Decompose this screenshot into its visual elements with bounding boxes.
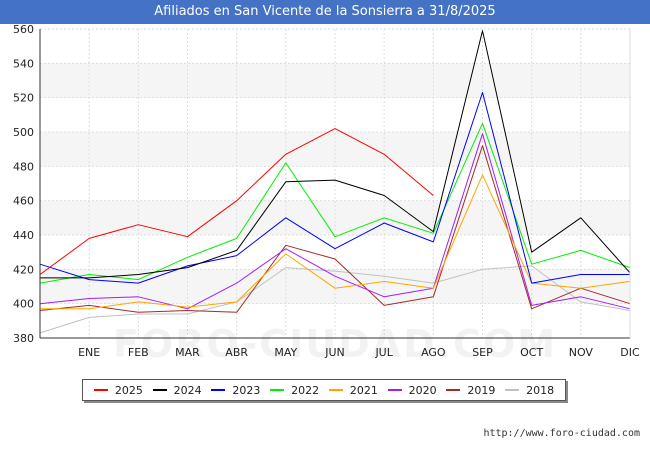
x-tick-label: OCT xyxy=(520,346,543,359)
x-tick-labels: ENE FEB MAR ABR MAY JUN JUL AGO SEP OCT NOV DIC xyxy=(78,346,640,359)
legend-swatch xyxy=(93,389,108,391)
series-lines xyxy=(39,30,631,334)
series-line-2025 xyxy=(39,128,434,275)
legend-item-2025: 2025 xyxy=(93,383,143,397)
legend-label: 2019 xyxy=(467,383,496,397)
series-line-2019 xyxy=(39,145,631,313)
y-tick-label: 520 xyxy=(13,92,34,105)
chart-title: Afiliados en San Vicente de la Sonsierra… xyxy=(154,4,496,19)
legend-item-2021: 2021 xyxy=(328,383,378,397)
y-tick-label: 400 xyxy=(13,298,34,311)
x-tick-label: NOV xyxy=(569,346,594,359)
y-tick-label: 540 xyxy=(13,57,34,70)
y-tick-label: 500 xyxy=(13,126,34,139)
legend-swatch xyxy=(387,389,402,391)
x-tick-label: ENE xyxy=(78,346,100,359)
y-tick-label: 420 xyxy=(13,263,34,276)
axes xyxy=(39,29,631,339)
legend-item-2023: 2023 xyxy=(211,384,260,397)
legend: 2025 2024 2023 2022 2021 2020 2019 2018 xyxy=(82,379,566,401)
legend-label: 2022 xyxy=(291,383,320,397)
legend-label: 2020 xyxy=(408,383,437,397)
y-tick-label: 560 xyxy=(13,23,34,36)
legend-label: 2021 xyxy=(349,383,378,397)
y-tick-label: 460 xyxy=(13,195,34,208)
legend-swatch xyxy=(152,389,167,391)
legend-label: 2024 xyxy=(173,383,202,397)
series-line-2023 xyxy=(39,92,630,284)
chart-title-bar: Afiliados en San Vicente de la Sonsierra… xyxy=(0,0,650,24)
legend-swatch xyxy=(505,389,520,391)
legend-swatch xyxy=(446,389,461,391)
legend-label: 2025 xyxy=(114,383,143,397)
series-line-2020 xyxy=(39,133,631,310)
x-tick-label: JUN xyxy=(324,346,345,359)
x-tick-label: MAY xyxy=(274,346,297,359)
x-tick-label: ABR xyxy=(225,346,248,359)
legend-swatch xyxy=(211,389,226,391)
series-line-2018 xyxy=(39,265,631,334)
series-line-2022 xyxy=(39,122,631,284)
x-tick-label: JUL xyxy=(374,346,393,359)
legend-item-2018: 2018 xyxy=(505,384,554,397)
y-tick-label: 380 xyxy=(13,332,34,345)
legend-item-2020: 2020 xyxy=(387,383,437,397)
x-tick-label: MAR xyxy=(175,346,200,359)
watermark-text: FORO-CIUDAD.COM xyxy=(113,322,557,366)
x-tick-label: SEP xyxy=(472,346,493,359)
legend-item-2019: 2019 xyxy=(446,384,495,397)
legend-swatch xyxy=(328,389,343,391)
x-tick-label: AGO xyxy=(421,346,446,359)
x-tick-label: DIC xyxy=(620,346,640,359)
legend-label: 2018 xyxy=(526,383,555,397)
source-url[interactable]: http://www.foro-ciudad.com xyxy=(483,428,640,439)
legend-swatch xyxy=(270,389,285,391)
x-tick-label: FEB xyxy=(128,346,149,359)
legend-item-2024: 2024 xyxy=(152,383,202,397)
y-tick-labels: 380 400 420 440 460 480 500 520 540 560 xyxy=(13,23,34,345)
legend-item-2022: 2022 xyxy=(270,384,319,397)
legend-label: 2023 xyxy=(232,383,261,397)
series-line-2024 xyxy=(40,30,631,279)
plot-band xyxy=(40,63,630,98)
y-tick-label: 480 xyxy=(13,160,34,173)
plot-background xyxy=(40,29,630,338)
y-tick-label: 440 xyxy=(13,229,34,242)
